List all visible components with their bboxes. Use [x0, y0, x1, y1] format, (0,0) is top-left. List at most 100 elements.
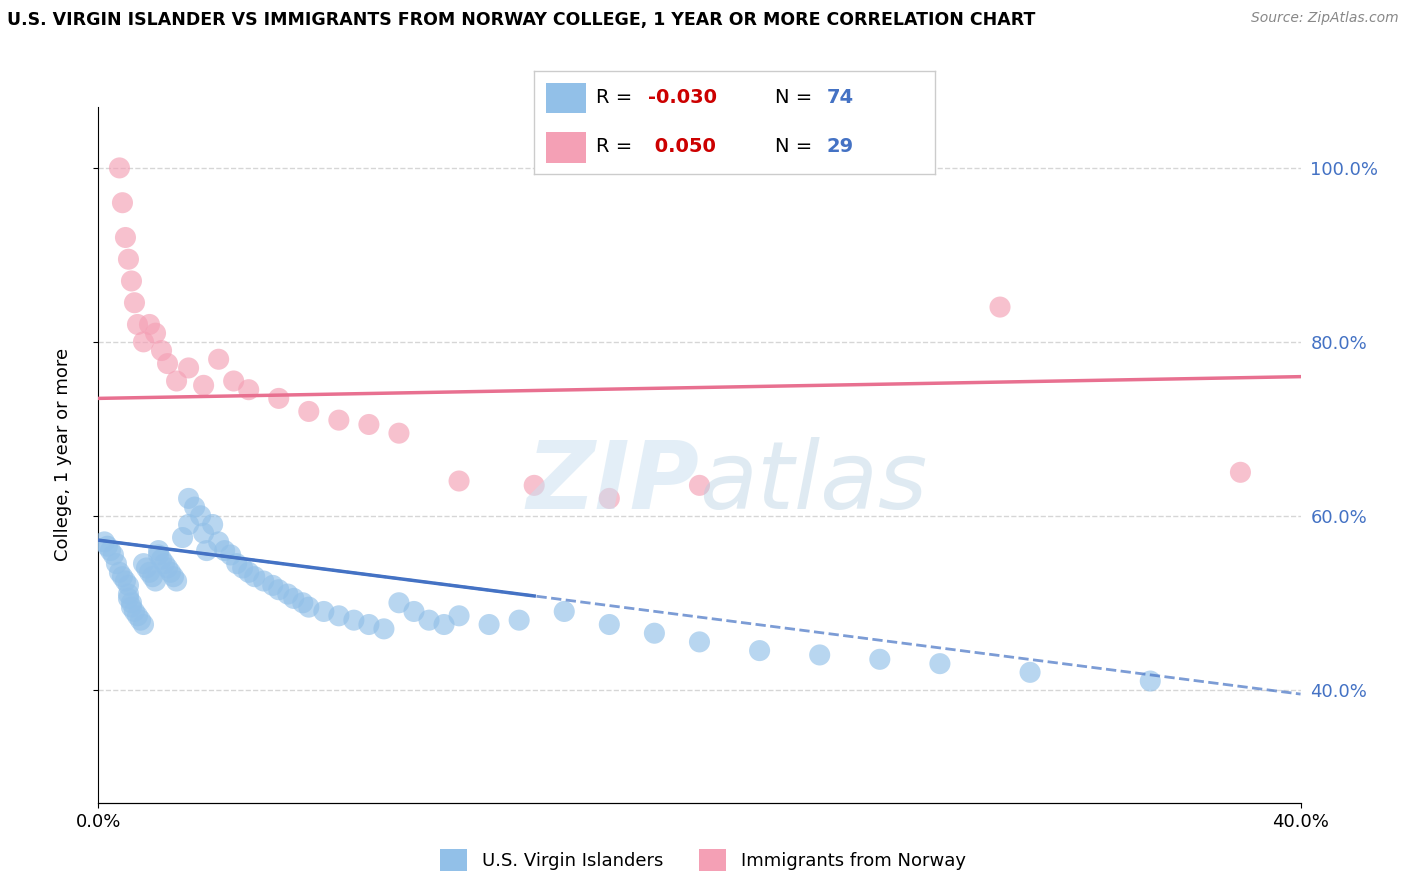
Point: [238, 383, 260, 397]
Point: [208, 352, 231, 367]
Point: [193, 378, 215, 392]
Point: [193, 526, 215, 541]
Point: [225, 557, 247, 571]
Point: [219, 548, 242, 562]
Point: [689, 635, 711, 649]
Point: [748, 643, 770, 657]
Point: [166, 574, 188, 588]
Point: [148, 548, 170, 562]
Point: [298, 600, 321, 615]
Point: [447, 474, 470, 488]
Point: [135, 561, 157, 575]
Point: [357, 617, 380, 632]
Point: [190, 508, 212, 523]
Point: [328, 413, 350, 427]
Point: [111, 570, 134, 584]
Point: [267, 392, 290, 406]
Point: [132, 334, 155, 349]
Point: [253, 574, 276, 588]
Point: [129, 613, 152, 627]
Point: [177, 491, 200, 506]
Point: [929, 657, 952, 671]
Point: [117, 591, 139, 606]
Point: [148, 543, 170, 558]
Text: 74: 74: [827, 88, 853, 107]
Point: [523, 478, 546, 492]
Point: [162, 570, 184, 584]
Point: [103, 548, 125, 562]
Point: [105, 557, 128, 571]
Point: [121, 274, 143, 288]
Legend: U.S. Virgin Islanders, Immigrants from Norway: U.S. Virgin Islanders, Immigrants from N…: [433, 842, 973, 879]
Point: [166, 374, 188, 388]
FancyBboxPatch shape: [547, 132, 586, 162]
Point: [153, 557, 176, 571]
Point: [402, 605, 425, 619]
Point: [1139, 674, 1161, 689]
Point: [132, 617, 155, 632]
Point: [267, 582, 290, 597]
Point: [283, 591, 305, 606]
Point: [418, 613, 440, 627]
Text: R =: R =: [596, 137, 638, 156]
Point: [121, 596, 143, 610]
Point: [100, 543, 122, 558]
Text: U.S. VIRGIN ISLANDER VS IMMIGRANTS FROM NORWAY COLLEGE, 1 YEAR OR MORE CORRELATI: U.S. VIRGIN ISLANDER VS IMMIGRANTS FROM …: [7, 11, 1035, 29]
Point: [138, 566, 160, 580]
Point: [298, 404, 321, 418]
Point: [177, 360, 200, 375]
Text: 29: 29: [827, 137, 853, 156]
Text: N =: N =: [775, 137, 818, 156]
Point: [478, 617, 501, 632]
Text: R =: R =: [596, 88, 638, 107]
Point: [243, 570, 266, 584]
Point: [138, 318, 160, 332]
Point: [312, 605, 335, 619]
Point: [388, 596, 411, 610]
Point: [114, 230, 136, 244]
Point: [159, 566, 181, 580]
Point: [117, 587, 139, 601]
Point: [145, 574, 167, 588]
Point: [93, 535, 115, 549]
FancyBboxPatch shape: [547, 83, 586, 113]
Point: [156, 357, 179, 371]
Point: [177, 517, 200, 532]
Point: [208, 535, 231, 549]
Point: [96, 539, 118, 553]
Point: [201, 517, 224, 532]
Point: [127, 318, 149, 332]
Point: [598, 617, 620, 632]
Text: Source: ZipAtlas.com: Source: ZipAtlas.com: [1251, 11, 1399, 25]
Point: [373, 622, 395, 636]
Point: [121, 600, 143, 615]
Point: [277, 587, 299, 601]
Point: [108, 566, 131, 580]
Text: atlas: atlas: [700, 437, 928, 528]
Point: [643, 626, 665, 640]
Point: [141, 570, 163, 584]
Point: [689, 478, 711, 492]
Point: [553, 605, 575, 619]
Point: [343, 613, 366, 627]
Point: [508, 613, 530, 627]
Text: N =: N =: [775, 88, 818, 107]
Point: [124, 605, 146, 619]
Point: [869, 652, 891, 666]
Y-axis label: College, 1 year or more: College, 1 year or more: [53, 349, 72, 561]
Point: [156, 561, 179, 575]
Point: [988, 300, 1011, 314]
Point: [114, 574, 136, 588]
Point: [150, 552, 173, 566]
Point: [1019, 665, 1042, 680]
Point: [111, 195, 134, 210]
Point: [232, 561, 254, 575]
Point: [124, 295, 146, 310]
Point: [117, 578, 139, 592]
Point: [108, 161, 131, 175]
Point: [433, 617, 456, 632]
Point: [172, 531, 194, 545]
Point: [145, 326, 167, 340]
Point: [183, 500, 205, 514]
Point: [214, 543, 236, 558]
